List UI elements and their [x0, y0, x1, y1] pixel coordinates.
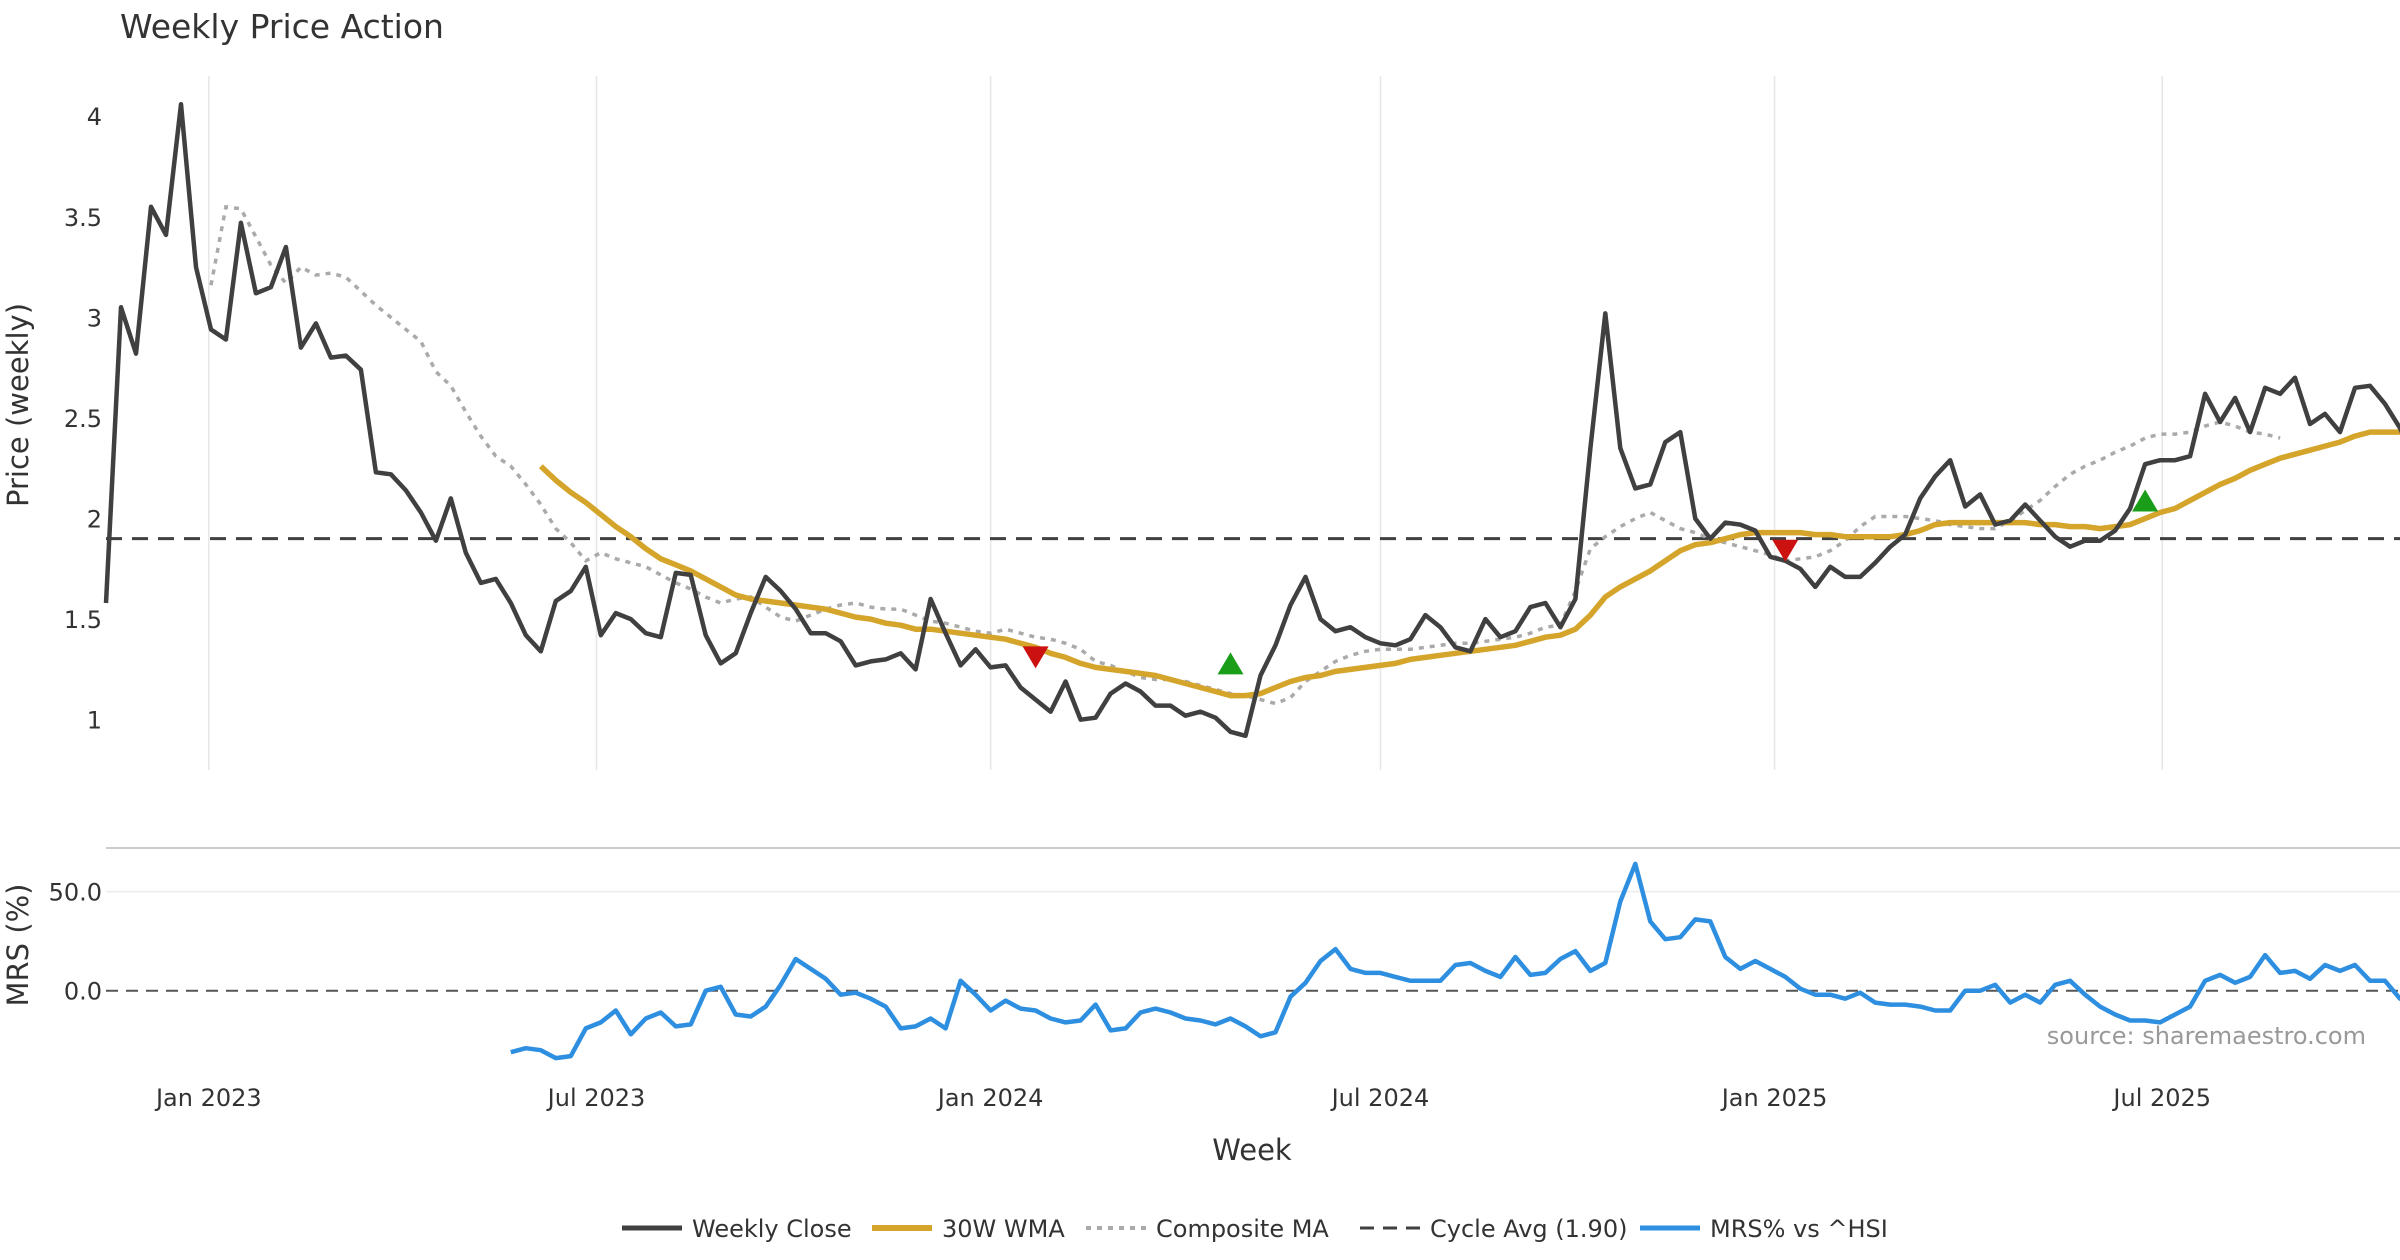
- x-tick-label: Jul 2025: [2111, 1084, 2211, 1112]
- legend-label: Cycle Avg (1.90): [1430, 1215, 1627, 1243]
- buy-signal-marker: [1217, 652, 1244, 675]
- mrs-y-ticks: 0.0 50.0: [49, 879, 102, 1006]
- buy-signal-marker: [2132, 489, 2159, 512]
- sell-signal-marker: [1772, 539, 1799, 562]
- x-tick-label: Jul 2024: [1330, 1084, 1430, 1112]
- legend-label: Weekly Close: [692, 1215, 852, 1243]
- price-y-tick-label: 2.5: [64, 405, 102, 433]
- x-tick-label: Jan 2024: [936, 1084, 1044, 1112]
- legend-label: Composite MA: [1156, 1215, 1329, 1243]
- x-tick-label: Jan 2023: [154, 1084, 262, 1112]
- price-y-tick-label: 1: [87, 707, 102, 735]
- wma-30w-line: [538, 429, 2400, 699]
- mrs-y-tick-label: 0.0: [64, 978, 102, 1006]
- sell-signal-marker: [1022, 646, 1049, 669]
- price-grid: [208, 76, 2163, 770]
- legend-item: Weekly Close: [622, 1215, 852, 1243]
- mrs-line: [510, 861, 2400, 1061]
- x-tick-label: Jul 2023: [546, 1084, 646, 1112]
- weekly-close-line: [103, 101, 2400, 739]
- price-y-tick-label: 4: [87, 103, 102, 131]
- mrs-series: [510, 861, 2400, 1061]
- x-axis-label: Week: [1212, 1133, 1292, 1167]
- legend-item: MRS% vs ^HSI: [1640, 1215, 1888, 1243]
- price-y-tick-label: 3: [87, 304, 102, 332]
- legend-item: Cycle Avg (1.90): [1360, 1215, 1627, 1243]
- price-y-axis-label: Price (weekly): [1, 303, 35, 507]
- source-label: source: sharemaestro.com: [2047, 1022, 2366, 1050]
- legend-label: MRS% vs ^HSI: [1710, 1215, 1888, 1243]
- price-y-ticks: 1 1.5 2 2.5 3 3.5 4: [64, 103, 102, 734]
- price-signals: [1022, 489, 2159, 675]
- price-y-tick-label: 3.5: [64, 204, 102, 232]
- chart-title: Weekly Price Action: [120, 7, 444, 46]
- price-y-tick-label: 1.5: [64, 606, 102, 634]
- composite-ma-line: [209, 204, 2281, 706]
- legend-label: 30W WMA: [942, 1215, 1065, 1243]
- price-y-tick-label: 2: [87, 506, 102, 534]
- x-tick-label: Jan 2025: [1720, 1084, 1828, 1112]
- legend-item: 30W WMA: [872, 1215, 1065, 1243]
- price-series: [103, 101, 2400, 739]
- x-axis-ticks: Jan 2023 Jul 2023 Jan 2024 Jul 2024 Jan 2025…: [154, 1084, 2211, 1112]
- mrs-y-axis-label: MRS (%): [1, 884, 35, 1007]
- mrs-y-tick-label: 50.0: [49, 879, 102, 907]
- legend: Weekly Close 30W WMA Composite MA Cycle Avg…: [622, 1215, 1888, 1243]
- legend-item: Composite MA: [1086, 1215, 1329, 1243]
- mrs-grid: [106, 890, 2400, 992]
